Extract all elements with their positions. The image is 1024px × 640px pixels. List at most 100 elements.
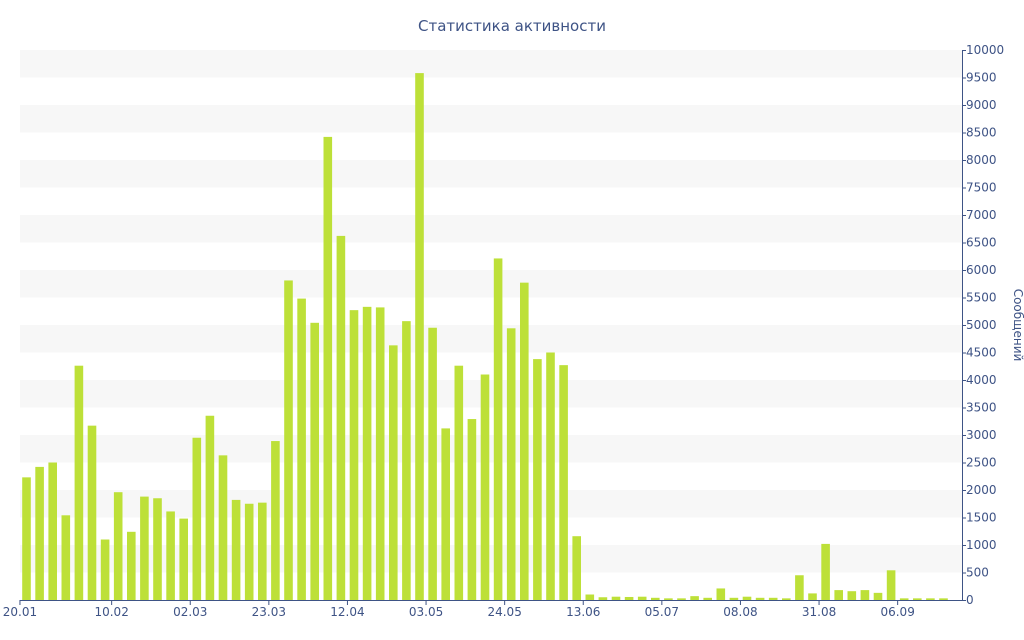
bar[interactable] xyxy=(244,503,254,600)
bar[interactable] xyxy=(611,596,621,600)
bar[interactable] xyxy=(153,498,162,600)
bar[interactable] xyxy=(598,597,608,600)
bar[interactable] xyxy=(205,415,215,600)
bar[interactable] xyxy=(533,359,542,600)
y-tick-label: 8500 xyxy=(966,126,997,140)
bar[interactable] xyxy=(100,539,110,601)
grid-band xyxy=(20,545,962,573)
bar[interactable] xyxy=(284,280,293,600)
x-tick-label: 24.05 xyxy=(487,605,521,619)
bar[interactable] xyxy=(546,352,555,601)
bar[interactable] xyxy=(87,425,97,600)
bar[interactable] xyxy=(454,365,464,600)
bar[interactable] xyxy=(755,597,765,600)
bar[interactable] xyxy=(520,282,529,600)
bar[interactable] xyxy=(899,598,909,600)
bar[interactable] xyxy=(297,298,306,600)
bar[interactable] xyxy=(61,515,71,600)
bar[interactable] xyxy=(349,310,359,600)
bar[interactable] xyxy=(808,593,817,600)
grid-band xyxy=(20,215,962,243)
bar[interactable] xyxy=(768,597,778,600)
y-tick-label: 8000 xyxy=(966,153,997,167)
x-tick-label: 02.03 xyxy=(173,605,207,619)
bar[interactable] xyxy=(218,455,228,600)
bar[interactable] xyxy=(402,321,411,600)
bar[interactable] xyxy=(860,590,870,600)
bar[interactable] xyxy=(559,365,568,600)
bar[interactable] xyxy=(624,596,634,600)
bar[interactable] xyxy=(389,345,398,600)
grid-band xyxy=(20,160,962,188)
bar[interactable] xyxy=(847,591,857,600)
bar[interactable] xyxy=(140,496,149,600)
bar[interactable] xyxy=(323,136,333,600)
chart-title: Статистика активности xyxy=(418,17,606,35)
bar[interactable] xyxy=(179,518,188,600)
bar[interactable] xyxy=(637,596,647,600)
x-tick-label: 12.04 xyxy=(330,605,364,619)
grid-band xyxy=(20,325,962,353)
bar[interactable] xyxy=(231,499,241,600)
bar[interactable] xyxy=(821,543,830,600)
bar[interactable] xyxy=(428,327,437,600)
y-tick-label: 4500 xyxy=(966,346,997,360)
bar[interactable] xyxy=(651,597,660,600)
bar[interactable] xyxy=(572,536,581,600)
grid-band xyxy=(20,270,962,298)
bar[interactable] xyxy=(113,492,123,600)
bar[interactable] xyxy=(834,590,843,600)
bar[interactable] xyxy=(22,477,31,600)
bar[interactable] xyxy=(939,598,948,600)
bar[interactable] xyxy=(742,596,752,600)
bar[interactable] xyxy=(271,441,280,600)
grid-band xyxy=(20,50,962,78)
y-tick-label: 10000 xyxy=(966,43,1004,57)
bar[interactable] xyxy=(192,437,202,600)
bar[interactable] xyxy=(795,575,804,600)
x-tick-label: 31.08 xyxy=(802,605,836,619)
y-tick-label: 9500 xyxy=(966,71,997,85)
bar[interactable] xyxy=(362,306,372,600)
bar[interactable] xyxy=(926,598,935,600)
grid-band xyxy=(20,380,962,408)
bar[interactable] xyxy=(677,598,686,600)
y-tick-label: 7000 xyxy=(966,208,997,222)
bar[interactable] xyxy=(35,466,44,600)
bar[interactable] xyxy=(336,235,346,600)
bar[interactable] xyxy=(886,570,896,600)
bar[interactable] xyxy=(441,428,450,600)
y-tick-label: 7500 xyxy=(966,181,997,195)
bar[interactable] xyxy=(716,588,726,600)
bar[interactable] xyxy=(493,258,503,600)
y-tick-label: 3000 xyxy=(966,428,997,442)
bar[interactable] xyxy=(310,322,319,600)
bar[interactable] xyxy=(729,597,739,600)
bar[interactable] xyxy=(467,419,477,600)
bar[interactable] xyxy=(782,598,791,600)
bar[interactable] xyxy=(913,598,922,600)
y-tick-label: 500 xyxy=(966,566,989,580)
bar[interactable] xyxy=(48,462,57,601)
bar[interactable] xyxy=(375,307,385,600)
bar[interactable] xyxy=(415,73,424,601)
bar[interactable] xyxy=(703,597,712,600)
bar[interactable] xyxy=(480,374,490,601)
bar[interactable] xyxy=(873,592,883,600)
y-tick-label: 1500 xyxy=(966,511,997,525)
bar[interactable] xyxy=(127,531,136,600)
bar[interactable] xyxy=(585,594,595,601)
x-tick-labels: 20.01 10.02 02.03 23.03 12.04 03.05 24.05 13.06… xyxy=(3,600,915,619)
grid-band xyxy=(20,435,962,463)
bar[interactable] xyxy=(506,328,516,600)
bar[interactable] xyxy=(690,596,699,600)
bar[interactable] xyxy=(258,502,267,600)
bar[interactable] xyxy=(74,365,84,600)
y-tick-label: 6000 xyxy=(966,263,997,277)
bar[interactable] xyxy=(166,511,175,600)
grid-band xyxy=(20,105,962,133)
bar[interactable] xyxy=(664,598,673,600)
x-tick-label: 06.09 xyxy=(880,605,914,619)
x-tick-label: 03.05 xyxy=(409,605,443,619)
grid-band xyxy=(20,490,962,518)
